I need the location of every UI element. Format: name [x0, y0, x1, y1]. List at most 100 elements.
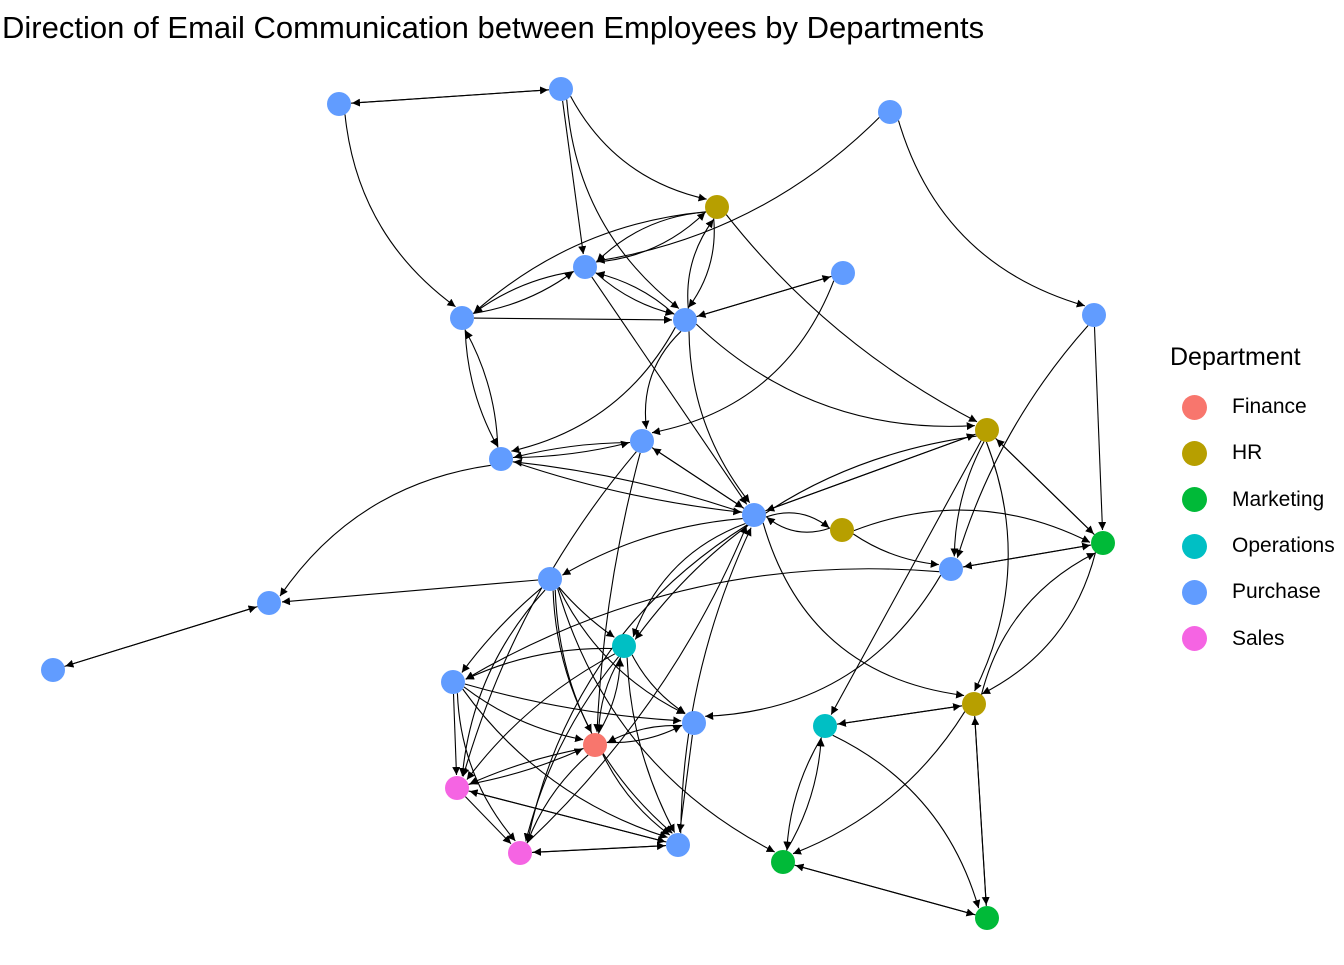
- edge-p16-to-f1: [463, 686, 584, 743]
- edge-p6-to-p10: [641, 330, 682, 429]
- node-p6-purchase: [673, 308, 697, 332]
- node-p12-purchase: [939, 557, 963, 581]
- node-p3-purchase: [878, 100, 902, 124]
- node-p10-purchase: [630, 429, 654, 453]
- edge-p5-to-p9: [464, 329, 498, 447]
- edge-p13-to-p17: [558, 587, 686, 715]
- legend-key-finance: [1182, 394, 1207, 420]
- legend-item-finance: Finance: [1170, 384, 1344, 430]
- edge-p18-to-p11: [680, 527, 752, 834]
- edge-o1-to-p17: [631, 654, 686, 714]
- node-m1-marketing: [1091, 531, 1115, 555]
- node-p7-purchase: [831, 261, 855, 285]
- edge-p6-to-p7: [696, 275, 831, 318]
- legend-key-operations: [1182, 533, 1207, 559]
- legend-key-hr: [1182, 440, 1207, 466]
- edge-o1-to-p16: [465, 647, 613, 680]
- edge-p5-to-p6: [473, 315, 673, 324]
- edge-h2-to-p12: [950, 441, 985, 557]
- node-p18-purchase: [666, 833, 690, 857]
- edge-h4-to-o2: [837, 705, 963, 727]
- edge-p6-to-h1: [687, 219, 714, 309]
- edge-p9-to-p11: [512, 461, 742, 516]
- edge-h2-to-o2: [830, 440, 982, 715]
- edge-p11-to-o1: [632, 522, 746, 637]
- edge-p1-to-p5: [344, 114, 456, 308]
- edge-p16-to-s1: [452, 693, 461, 776]
- node-p14-purchase: [257, 591, 281, 615]
- edge-p18-to-s1: [469, 789, 667, 843]
- edges-layer: [64, 86, 1107, 917]
- edge-o2-to-m2: [783, 737, 822, 850]
- edge-p9-to-p10: [512, 440, 630, 459]
- edge-f1-to-p18: [602, 753, 671, 836]
- legend-key-purchase: [1182, 579, 1207, 605]
- edge-h1-to-p5: [473, 211, 707, 314]
- node-o2-operations: [813, 714, 837, 738]
- edge-p13-to-f1: [552, 590, 593, 733]
- edge-m1-to-h4: [981, 552, 1097, 695]
- edge-s1-to-f1: [468, 748, 583, 785]
- edge-p4-to-p6: [595, 272, 674, 316]
- legend-label-hr: HR: [1232, 441, 1263, 465]
- edge-p11-to-h3: [765, 512, 830, 529]
- node-h3-hr: [830, 518, 854, 542]
- edge-m1-to-h2: [995, 438, 1095, 535]
- edge-h2-to-o1: [634, 435, 977, 640]
- node-p5-purchase: [450, 306, 474, 330]
- edge-h3-to-p11: [766, 516, 831, 533]
- node-h4-hr: [962, 692, 986, 716]
- edge-p6-to-p4: [596, 271, 675, 315]
- edge-p4-to-p11: [591, 276, 748, 505]
- nodes-layer: [41, 77, 1115, 930]
- legend: Department Finance HR Marketing Operatio…: [1170, 343, 1344, 662]
- node-p9-purchase: [489, 447, 513, 471]
- edge-p15-to-p14: [64, 605, 257, 667]
- edge-s2-to-p11: [526, 525, 748, 844]
- node-o1-operations: [612, 634, 636, 658]
- legend-label-finance: Finance: [1232, 395, 1307, 419]
- edge-p13-to-s1: [459, 589, 546, 777]
- edge-p2-to-p6: [566, 99, 680, 309]
- node-s1-sales: [445, 776, 469, 800]
- edge-h3-to-p12: [852, 533, 939, 568]
- edge-h3-to-m1: [853, 509, 1091, 543]
- edge-p16-to-s2: [456, 693, 516, 842]
- edge-p12-to-p17: [705, 574, 942, 720]
- node-m3-marketing: [975, 906, 999, 930]
- node-m2-marketing: [771, 850, 795, 874]
- edge-p11-to-h4: [762, 522, 965, 699]
- legend-label-operations: Operations: [1232, 534, 1335, 558]
- edge-h4-to-m2: [792, 711, 966, 855]
- edge-p12-to-p16: [465, 568, 940, 680]
- edge-p6-to-h2: [695, 323, 975, 431]
- edge-p4-to-h1: [595, 212, 706, 263]
- edge-s1-to-s2: [465, 796, 512, 845]
- edge-p13-to-o1: [558, 586, 615, 638]
- chart-title: Direction of Email Communication between…: [2, 10, 985, 45]
- edge-p16-to-p18: [462, 688, 668, 839]
- legend-label-purchase: Purchase: [1232, 580, 1321, 604]
- edge-h4-to-m1: [980, 552, 1096, 695]
- edge-p11-to-p9: [513, 458, 743, 513]
- edge-p3-to-p8: [897, 120, 1085, 308]
- edge-f1-to-s1: [469, 748, 584, 785]
- edge-h2-to-h4: [974, 441, 1009, 692]
- node-p1-purchase: [327, 92, 351, 116]
- edge-p6-to-p9: [511, 326, 676, 454]
- legend-label-sales: Sales: [1232, 626, 1285, 650]
- node-p11-purchase: [742, 503, 766, 527]
- legend-key-marketing: [1182, 487, 1207, 513]
- edge-m2-to-o2: [786, 738, 825, 851]
- node-h2-hr: [975, 418, 999, 442]
- edge-p3-to-p4: [596, 117, 880, 264]
- node-h1-hr: [705, 195, 729, 219]
- edge-h2-to-p11: [766, 433, 976, 512]
- edge-p8-to-m1: [1093, 326, 1107, 531]
- node-p4-purchase: [573, 255, 597, 279]
- node-p17-purchase: [682, 711, 706, 735]
- edge-p16-to-p17: [464, 683, 682, 725]
- edge-f1-to-o1: [597, 658, 625, 734]
- edge-p11-to-p13: [562, 518, 743, 576]
